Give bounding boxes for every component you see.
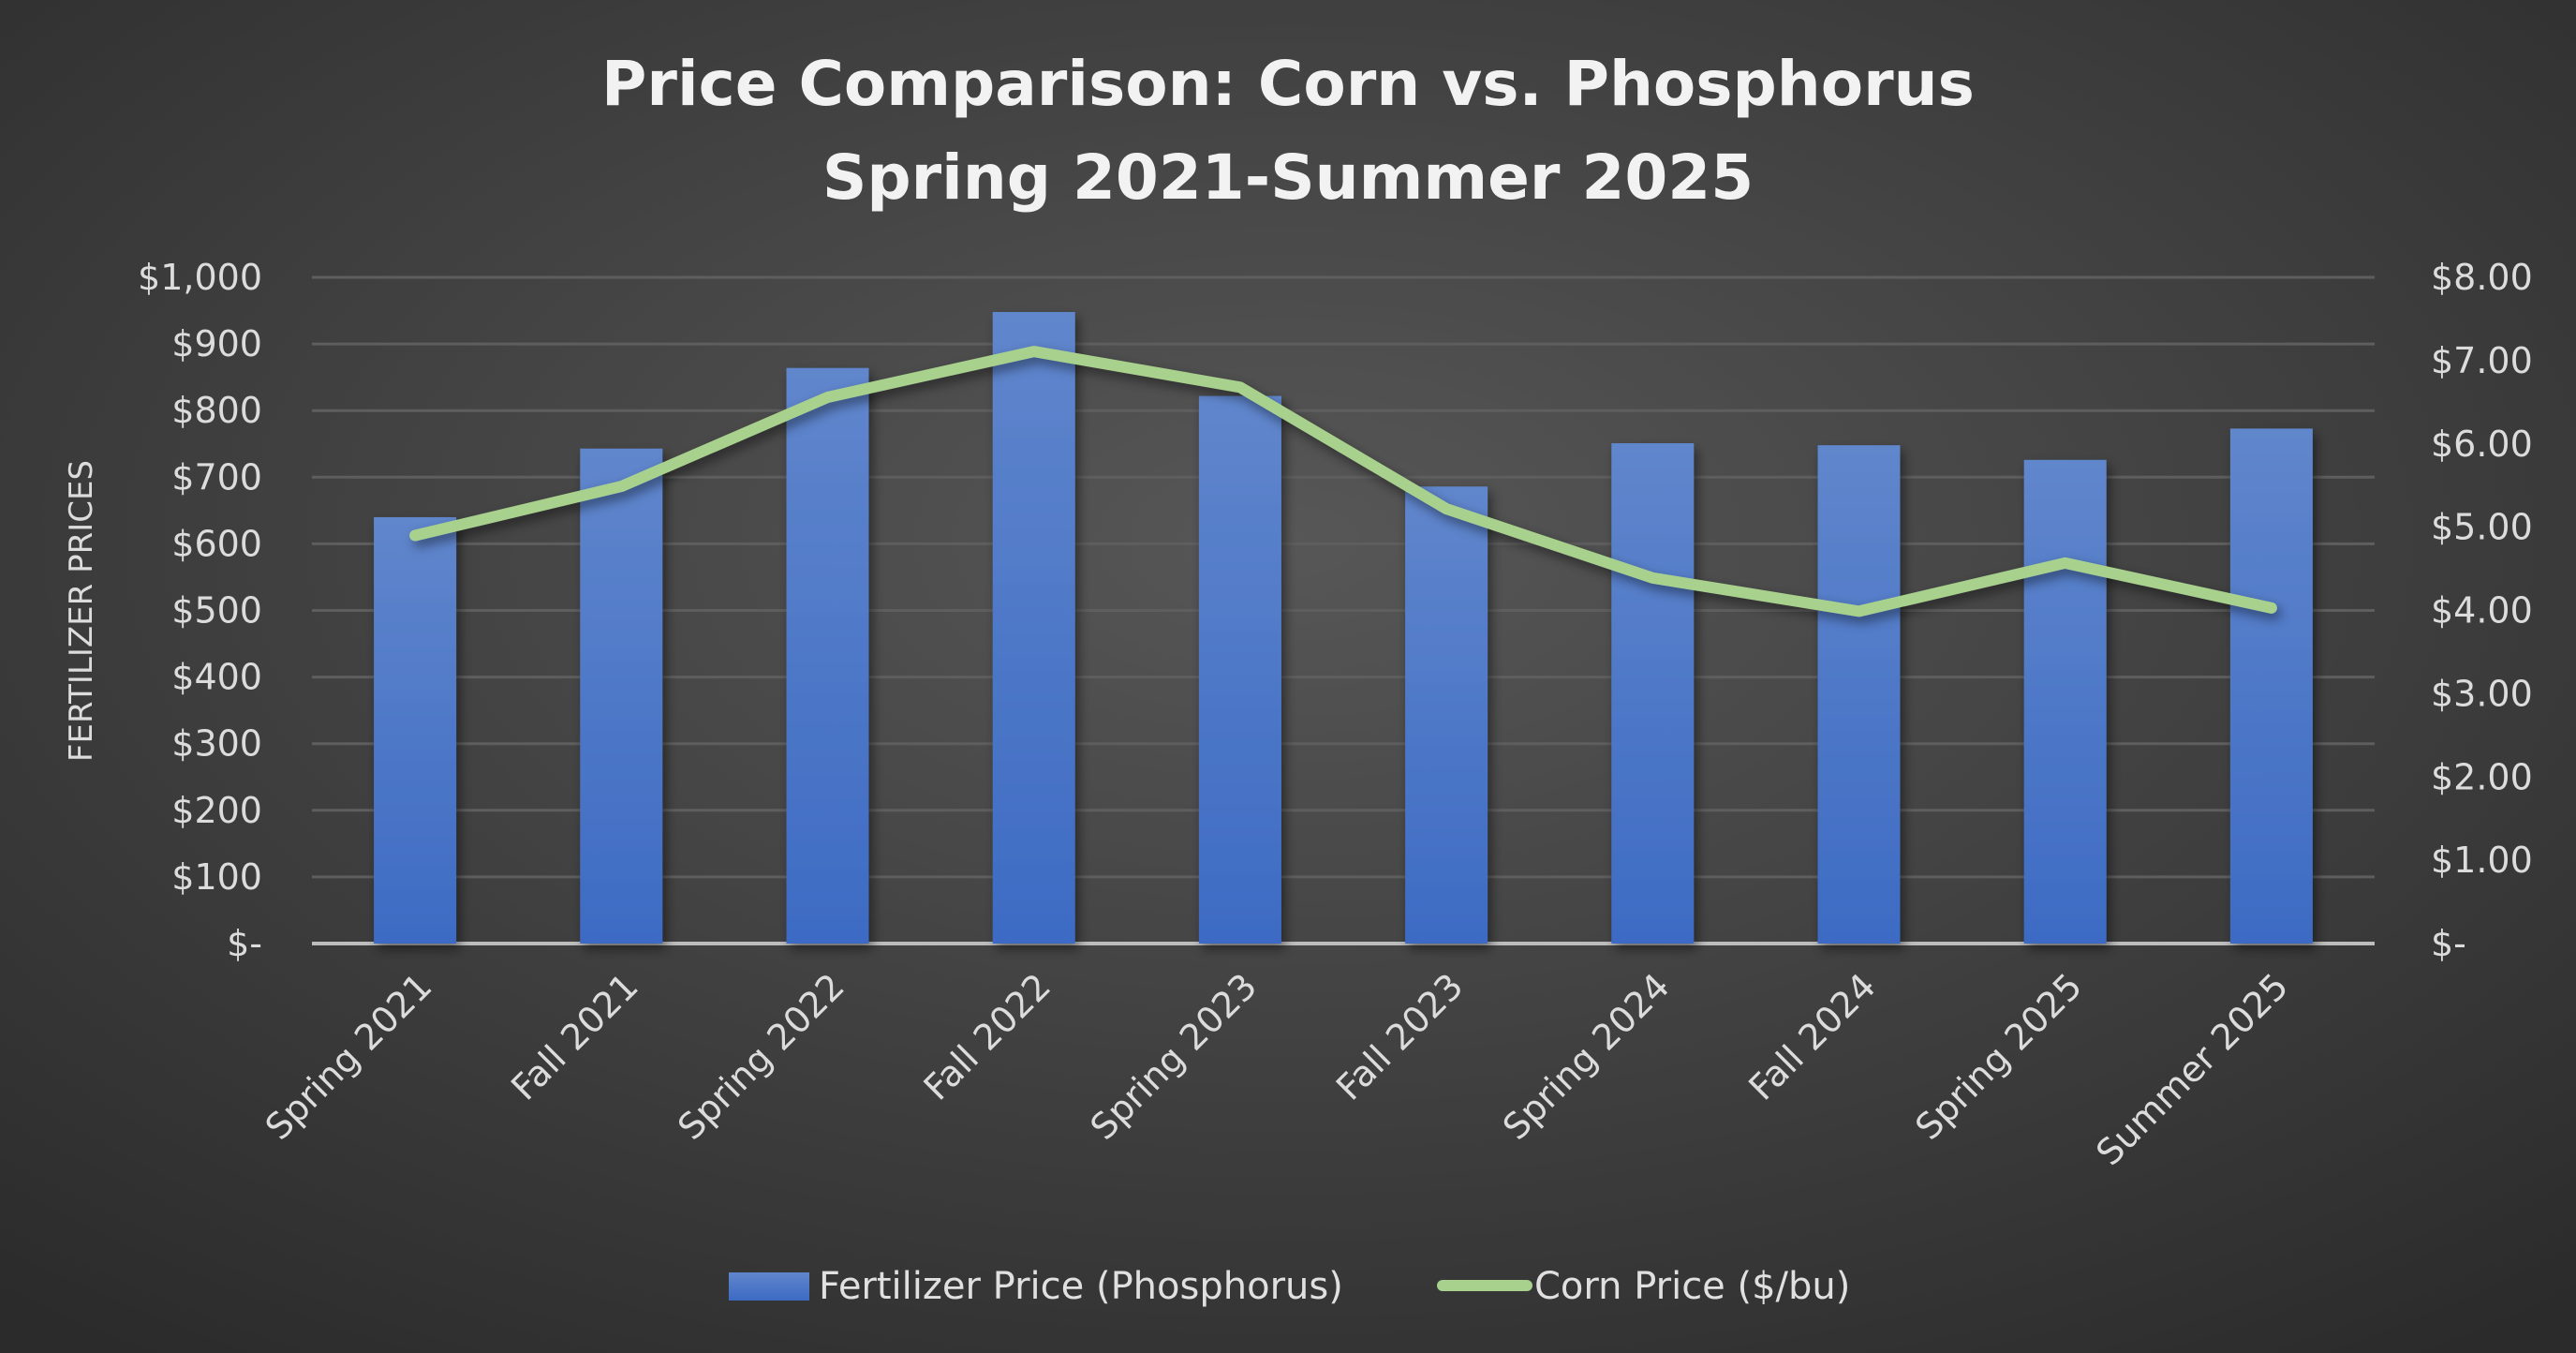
bar-fall-2021	[580, 448, 663, 944]
y-axis-label: FERTILIZER PRICES	[63, 460, 100, 762]
y-tick-label: $500	[171, 590, 262, 632]
y-tick-label: $1,000	[138, 257, 262, 298]
legend-swatch-bar	[729, 1272, 809, 1301]
bar-spring-2022	[786, 367, 869, 944]
y2-tick-label: $4.00	[2431, 590, 2533, 632]
y2-tick-label: $6.00	[2431, 424, 2533, 465]
chart-subtitle: Spring 2021-Summer 2025	[822, 141, 1754, 214]
y2-tick-label: $5.00	[2431, 507, 2533, 548]
legend: Fertilizer Price (Phosphorus) Corn Price…	[729, 1265, 1850, 1308]
y-tick-label: $700	[171, 456, 262, 498]
bar-fall-2024	[1817, 445, 1901, 944]
bar-summer-2025	[2229, 428, 2313, 944]
corn-price-line	[409, 346, 2277, 617]
y-tick-label: $400	[171, 657, 262, 698]
y-tick-label: $800	[171, 390, 262, 431]
bar-fall-2023	[1405, 486, 1488, 944]
y-tick-label: $600	[171, 523, 262, 564]
y-tick-label: $-	[227, 923, 262, 964]
y2-tick-label: $7.00	[2431, 340, 2533, 381]
y2-tick-label: $8.00	[2431, 257, 2533, 298]
y-tick-label: $900	[171, 323, 262, 364]
chart-title: Price Comparison: Corn vs. Phosphorus	[601, 48, 1975, 120]
bar-spring-2024	[1611, 443, 1695, 944]
y2-tick-label: $2.00	[2431, 756, 2533, 797]
bar-spring-2025	[2023, 459, 2107, 944]
y2-tick-label: $3.00	[2431, 673, 2533, 714]
y-tick-label: $100	[171, 856, 262, 898]
y-tick-label: $300	[171, 723, 262, 765]
bar-spring-2023	[1198, 395, 1281, 944]
bar-fall-2022	[992, 311, 1075, 944]
y2-tick-label: $-	[2431, 923, 2466, 964]
y-tick-label: $200	[171, 790, 262, 831]
legend-label-line: Corn Price ($/bu)	[1534, 1265, 1850, 1308]
legend-label-bar: Fertilizer Price (Phosphorus)	[819, 1265, 1343, 1308]
bar-spring-2021	[374, 516, 457, 944]
y2-tick-label: $1.00	[2431, 840, 2533, 881]
